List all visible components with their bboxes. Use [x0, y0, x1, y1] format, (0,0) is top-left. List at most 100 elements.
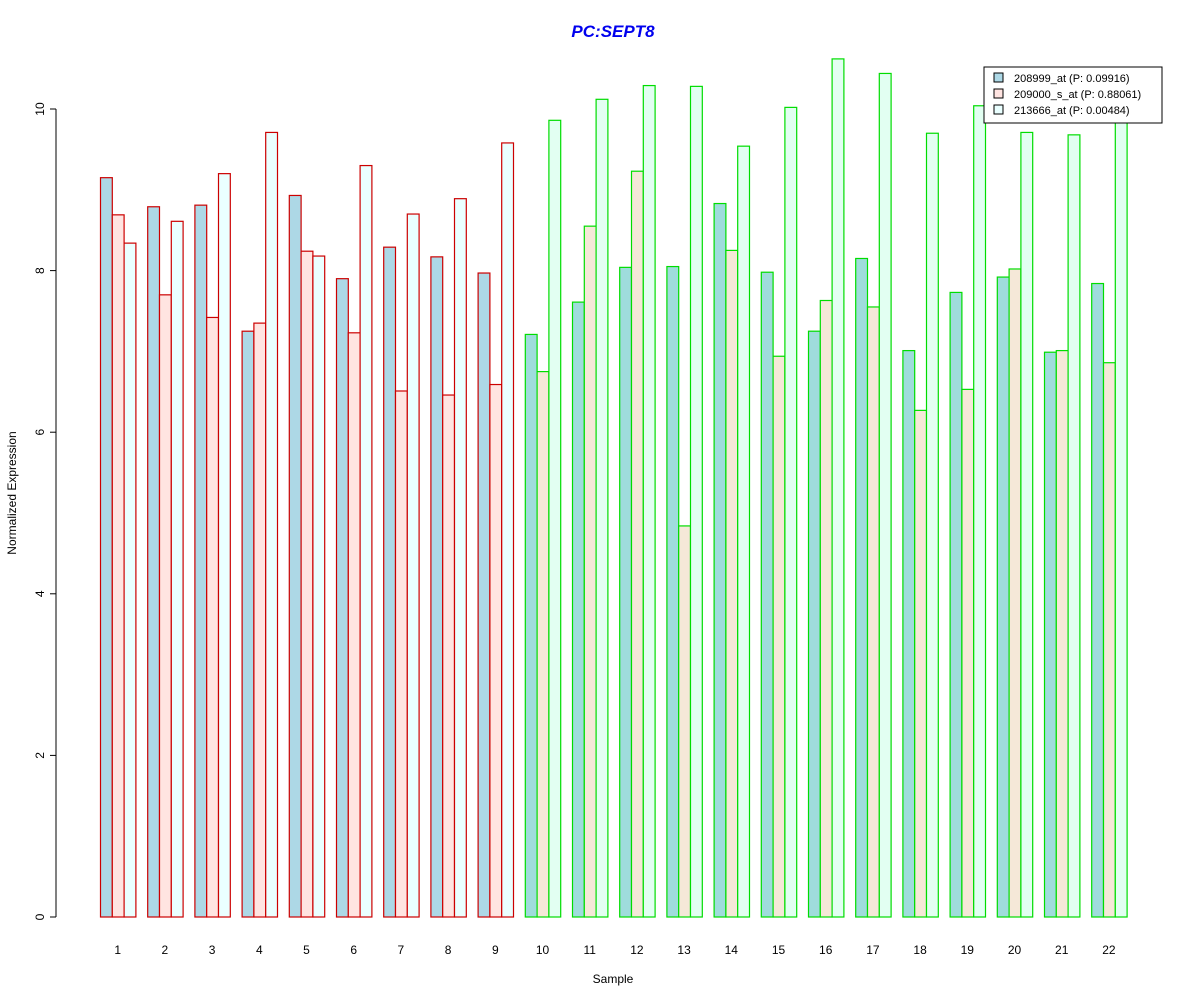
bar-sample-11-series-3 — [595, 98, 609, 918]
bar-sample-19-series-3 — [973, 105, 987, 918]
bar-sample-14-series-2 — [725, 249, 739, 918]
bar-sample-7-series-3 — [406, 213, 420, 918]
bar-sample-22-series-3 — [1114, 120, 1128, 918]
legend-swatch — [993, 72, 1004, 83]
bar-sample-2-series-1 — [147, 206, 161, 918]
x-tick-label: 13 — [677, 943, 691, 957]
y-tick-label: 10 — [33, 102, 47, 116]
x-tick-label: 4 — [256, 943, 263, 957]
x-axis-label: Sample — [593, 972, 634, 986]
bar-sample-18-series-3 — [925, 132, 939, 918]
x-tick-label: 16 — [819, 943, 833, 957]
y-tick-label: 0 — [33, 913, 47, 920]
bar-sample-15-series-2 — [772, 355, 786, 918]
bar-sample-14-series-1 — [713, 202, 727, 918]
x-tick-label: 15 — [772, 943, 786, 957]
bar-sample-17-series-1 — [855, 257, 869, 918]
bar-sample-17-series-2 — [866, 306, 880, 918]
x-tick-label: 8 — [445, 943, 452, 957]
bar-sample-6-series-3 — [359, 164, 373, 918]
bar-sample-16-series-2 — [819, 299, 833, 918]
x-tick-label: 18 — [913, 943, 927, 957]
x-tick-label: 5 — [303, 943, 310, 957]
bar-sample-5-series-2 — [300, 250, 314, 918]
y-axis: 0 2 4 6 8 10 — [33, 102, 57, 920]
bar-sample-3-series-1 — [194, 204, 208, 918]
x-tick-label: 12 — [630, 943, 644, 957]
bar-sample-14-series-3 — [737, 145, 751, 918]
x-tick-label: 10 — [536, 943, 550, 957]
x-tick-label: 11 — [583, 943, 596, 957]
bar-sample-11-series-2 — [583, 225, 597, 918]
x-tick-label: 1 — [114, 943, 121, 957]
legend-box — [983, 66, 1163, 124]
bar-sample-10-series-2 — [536, 371, 550, 918]
legend: 208999_at (P: 0.09916) 209000_s_at (P: 0.… — [983, 66, 1163, 124]
bar-sample-20-series-2 — [1008, 268, 1022, 918]
bar-sample-4-series-3 — [265, 131, 279, 918]
bar-sample-8-series-3 — [453, 198, 467, 918]
bar-sample-2-series-2 — [158, 294, 172, 918]
bar-sample-1-series-1 — [99, 177, 113, 918]
bar-sample-5-series-3 — [312, 255, 326, 918]
y-tick-label: 2 — [33, 752, 47, 759]
bar-sample-10-series-3 — [548, 119, 562, 918]
bar-sample-1-series-2 — [111, 214, 125, 918]
bar-sample-9-series-2 — [489, 383, 503, 918]
bar-sample-19-series-2 — [961, 388, 975, 918]
x-tick-labels: 1 2 3 4 5 6 7 8 9 10 11 12 13 14 15 16 17 18 19 20 21 22 — [114, 943, 1116, 957]
x-tick-label: 14 — [725, 943, 739, 957]
bar-sample-3-series-3 — [217, 173, 231, 918]
bar-sample-4-series-1 — [241, 330, 255, 918]
bar-sample-6-series-1 — [335, 278, 349, 918]
bars-group — [99, 58, 1128, 918]
x-tick-label: 21 — [1055, 943, 1069, 957]
legend-entry: 213666_at (P: 0.00484) — [1014, 105, 1130, 117]
bar-sample-22-series-2 — [1102, 362, 1116, 918]
bar-sample-16-series-3 — [831, 58, 845, 918]
bar-sample-16-series-1 — [807, 330, 821, 918]
bar-sample-18-series-1 — [902, 349, 916, 918]
x-tick-label: 19 — [961, 943, 975, 957]
bar-sample-5-series-1 — [288, 194, 302, 918]
bar-sample-20-series-1 — [996, 276, 1010, 918]
x-tick-label: 7 — [398, 943, 405, 957]
bar-sample-11-series-1 — [571, 301, 585, 918]
bar-sample-12-series-3 — [642, 84, 656, 918]
bar-sample-15-series-3 — [784, 106, 798, 918]
x-tick-label: 2 — [162, 943, 169, 957]
bar-sample-20-series-3 — [1020, 131, 1034, 918]
bar-sample-21-series-3 — [1067, 134, 1081, 918]
bar-sample-15-series-1 — [760, 271, 774, 918]
chart-title: PC:SEPT8 — [571, 22, 655, 41]
bar-sample-6-series-2 — [347, 332, 361, 918]
legend-swatch — [993, 104, 1004, 115]
y-tick-label: 8 — [33, 267, 47, 274]
legend-entry: 208999_at (P: 0.09916) — [1014, 73, 1130, 85]
y-axis-label: Normalized Expression — [5, 431, 19, 554]
y-tick-label: 4 — [33, 590, 47, 597]
x-tick-label: 6 — [350, 943, 357, 957]
bar-sample-21-series-1 — [1043, 351, 1057, 918]
bar-sample-7-series-2 — [394, 390, 408, 918]
bar-sample-7-series-1 — [383, 246, 397, 918]
bar-sample-12-series-2 — [630, 170, 644, 918]
bar-sample-10-series-1 — [524, 333, 538, 918]
x-tick-label: 17 — [866, 943, 880, 957]
bar-sample-2-series-3 — [170, 220, 184, 918]
bar-sample-9-series-3 — [501, 142, 515, 918]
bar-sample-18-series-2 — [914, 409, 928, 918]
bar-sample-21-series-2 — [1055, 349, 1069, 918]
bar-sample-19-series-1 — [949, 291, 963, 918]
x-tick-label: 9 — [492, 943, 499, 957]
x-tick-label: 3 — [209, 943, 216, 957]
bar-sample-8-series-1 — [430, 256, 444, 918]
bar-sample-4-series-2 — [253, 322, 267, 918]
bar-sample-8-series-2 — [442, 394, 456, 918]
bar-sample-9-series-1 — [477, 272, 491, 918]
bar-sample-17-series-3 — [878, 72, 892, 918]
bar-sample-13-series-3 — [689, 85, 703, 918]
bar-sample-13-series-2 — [678, 525, 692, 918]
bar-sample-1-series-3 — [123, 242, 137, 918]
